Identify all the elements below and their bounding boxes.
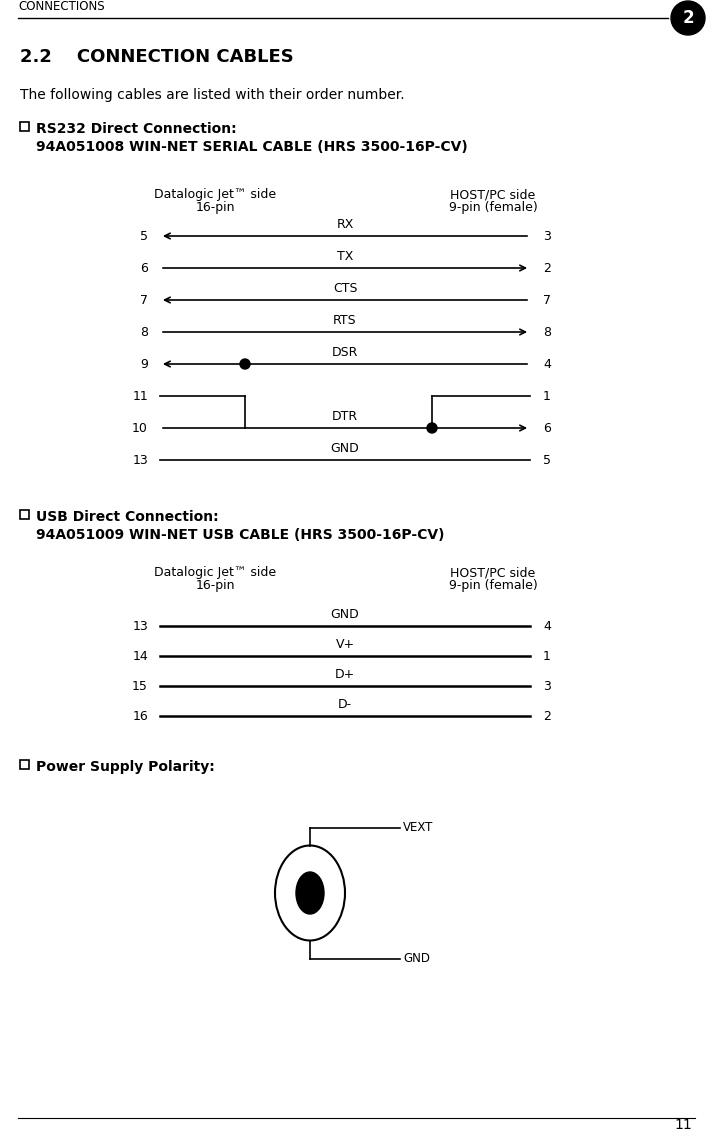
Text: 94A051008 WIN-NET SERIAL CABLE (HRS 3500-16P-CV): 94A051008 WIN-NET SERIAL CABLE (HRS 3500… <box>36 140 468 154</box>
Text: USB Direct Connection:: USB Direct Connection: <box>36 510 219 524</box>
Text: HOST/PC side: HOST/PC side <box>450 188 535 201</box>
Text: 16-pin: 16-pin <box>195 201 235 214</box>
Text: 2: 2 <box>543 709 551 723</box>
Circle shape <box>671 1 705 35</box>
Text: 3: 3 <box>543 680 551 692</box>
Text: VEXT: VEXT <box>403 821 433 834</box>
Ellipse shape <box>296 872 324 914</box>
Text: 16: 16 <box>132 709 148 723</box>
Text: 5: 5 <box>543 454 551 466</box>
Text: 3: 3 <box>543 230 551 242</box>
Text: 1: 1 <box>543 649 551 663</box>
Text: GND: GND <box>403 952 430 965</box>
Text: 10: 10 <box>132 422 148 434</box>
Text: 14: 14 <box>132 649 148 663</box>
Text: GND: GND <box>331 441 359 455</box>
Text: 2: 2 <box>682 9 694 27</box>
Text: 9-pin (female): 9-pin (female) <box>449 579 537 592</box>
Text: 8: 8 <box>543 326 551 338</box>
Text: 7: 7 <box>140 294 148 307</box>
Text: 5: 5 <box>140 230 148 242</box>
Text: RS232 Direct Connection:: RS232 Direct Connection: <box>36 122 236 136</box>
Text: 13: 13 <box>132 620 148 632</box>
Text: DTR: DTR <box>332 409 358 423</box>
Text: HOST/PC side: HOST/PC side <box>450 566 535 579</box>
Text: GND: GND <box>331 607 359 621</box>
Text: RX: RX <box>337 217 354 231</box>
Text: 2.2    CONNECTION CABLES: 2.2 CONNECTION CABLES <box>20 48 294 66</box>
Bar <box>20 510 29 519</box>
Text: 4: 4 <box>543 357 551 371</box>
Text: The following cables are listed with their order number.: The following cables are listed with the… <box>20 88 405 102</box>
Text: DSR: DSR <box>332 345 358 359</box>
Text: V+: V+ <box>335 638 354 650</box>
Text: Datalogic Jet™ side: Datalogic Jet™ side <box>154 188 276 201</box>
Text: 16-pin: 16-pin <box>195 579 235 592</box>
Text: 4: 4 <box>543 620 551 632</box>
Text: 13: 13 <box>132 454 148 466</box>
Text: Power Supply Polarity:: Power Supply Polarity: <box>36 760 214 774</box>
Text: D+: D+ <box>335 667 355 681</box>
Circle shape <box>240 359 250 369</box>
Text: 11: 11 <box>674 1119 692 1131</box>
Text: 8: 8 <box>140 326 148 338</box>
Text: CTS: CTS <box>333 282 357 294</box>
Text: 1: 1 <box>543 389 551 403</box>
Text: 2: 2 <box>543 261 551 275</box>
Text: 11: 11 <box>132 389 148 403</box>
Text: 9: 9 <box>140 357 148 371</box>
Text: CONNECTIONS: CONNECTIONS <box>18 0 104 12</box>
Text: 94A051009 WIN-NET USB CABLE (HRS 3500-16P-CV): 94A051009 WIN-NET USB CABLE (HRS 3500-16… <box>36 528 444 542</box>
Text: 7: 7 <box>543 294 551 307</box>
Text: 6: 6 <box>543 422 551 434</box>
Text: 15: 15 <box>132 680 148 692</box>
Text: TX: TX <box>337 250 353 262</box>
Text: RTS: RTS <box>333 313 357 327</box>
Bar <box>20 760 29 769</box>
Bar <box>20 122 29 131</box>
Text: D-: D- <box>338 698 352 710</box>
Text: 6: 6 <box>140 261 148 275</box>
Text: Datalogic Jet™ side: Datalogic Jet™ side <box>154 566 276 579</box>
Text: 9-pin (female): 9-pin (female) <box>449 201 537 214</box>
Circle shape <box>427 423 437 433</box>
